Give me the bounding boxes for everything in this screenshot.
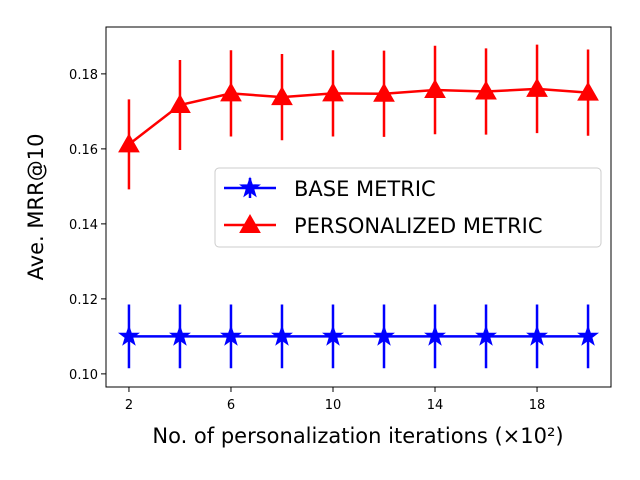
data-point	[577, 324, 600, 346]
data-point	[526, 324, 548, 346]
legend-marker	[239, 176, 261, 198]
plot-area	[117, 44, 600, 369]
data-point	[322, 82, 344, 102]
data-point	[322, 324, 344, 346]
data-point	[220, 82, 242, 102]
legend-item-2: PERSONALIZED METRIC	[224, 213, 543, 238]
data-point	[169, 324, 191, 346]
data-point	[373, 324, 395, 346]
legend-marker	[239, 213, 261, 233]
data-point	[424, 324, 446, 346]
plot-frame	[105, 26, 612, 388]
y-tick-label: 0.16	[69, 143, 98, 158]
data-point	[118, 133, 140, 153]
x-axis-label: No. of personalization iterations (×10²)	[152, 424, 563, 448]
data-point	[169, 93, 191, 113]
y-tick-label: 0.12	[69, 293, 98, 308]
x-tick-label: 6	[227, 398, 235, 413]
x-tick-label: 14	[427, 398, 444, 413]
axis-ticks: 2 6 10 14 18 0.10 0.12 0.14 0.16 0.18	[69, 68, 545, 413]
series-1	[117, 304, 600, 369]
legend-label: PERSONALIZED METRIC	[294, 214, 543, 238]
x-tick-label: 10	[325, 398, 342, 413]
data-point	[577, 81, 599, 101]
legend-box	[214, 167, 602, 248]
data-point	[117, 324, 140, 346]
legend-label: BASE METRIC	[294, 177, 436, 201]
series-2	[118, 44, 599, 190]
data-point	[373, 82, 395, 102]
data-point	[271, 86, 293, 106]
data-point	[475, 324, 497, 346]
x-tick-label: 2	[125, 398, 133, 413]
y-tick-label: 0.10	[69, 368, 98, 383]
data-point	[526, 77, 548, 97]
y-tick-label: 0.14	[69, 218, 98, 233]
x-tick-label: 18	[529, 398, 546, 413]
data-point	[424, 78, 446, 98]
y-axis-label: Ave. MRR@10	[24, 134, 48, 281]
y-tick-label: 0.18	[69, 68, 98, 83]
data-point	[475, 80, 497, 100]
legend: BASE METRIC PERSONALIZED METRIC	[214, 167, 602, 248]
data-point	[271, 324, 293, 346]
data-point	[220, 324, 242, 346]
series-line	[128, 87, 589, 146]
legend-item-1: BASE METRIC	[224, 176, 436, 201]
